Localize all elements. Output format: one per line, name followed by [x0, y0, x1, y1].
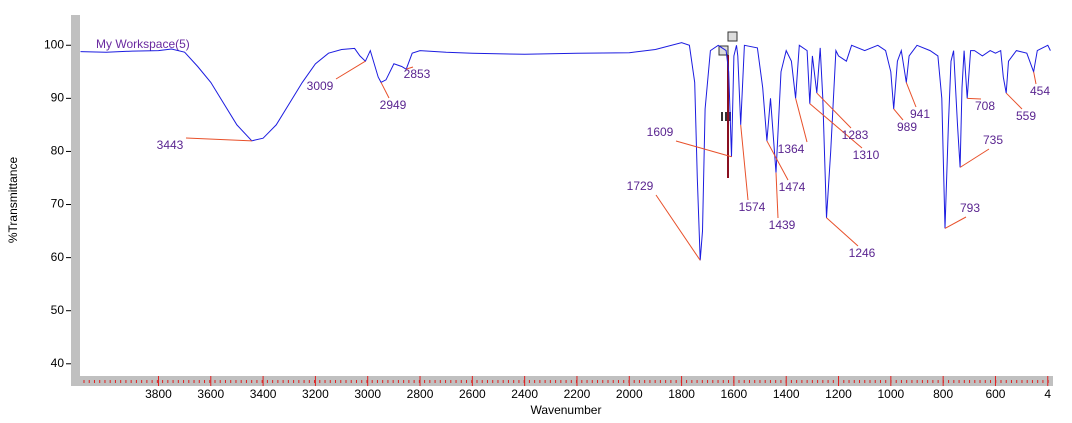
cursor-tick: [721, 112, 723, 121]
peak-label: 1574: [739, 200, 766, 214]
peak-label: 708: [975, 99, 995, 113]
x-tick-label: 4: [1044, 387, 1051, 401]
peak-leader: [1033, 71, 1037, 85]
peak-label: 1439: [769, 218, 796, 232]
cursor-handle: [727, 31, 738, 42]
x-tick-label: 2800: [407, 387, 434, 401]
peak-label: 1474: [779, 180, 806, 194]
peak-leader: [826, 217, 859, 247]
x-tick-label: 2000: [616, 387, 643, 401]
x-tick-label: 3200: [302, 387, 329, 401]
peak-label: 2853: [404, 67, 431, 81]
y-tick-label: 60: [51, 250, 65, 264]
peak-leader: [944, 216, 967, 229]
x-axis-label: Wavenumber: [531, 403, 602, 417]
x-tick-label: 2400: [511, 387, 538, 401]
x-tick-label: 2200: [564, 387, 591, 401]
peak-leader: [905, 82, 917, 108]
y-tick-label: 80: [51, 144, 65, 158]
peak-leader: [1005, 92, 1023, 110]
chart-title: My Workspace(5): [96, 37, 190, 51]
y-tick-label: 70: [51, 197, 65, 211]
peak-label: 3009: [307, 79, 334, 93]
y-axis-band: [71, 15, 80, 386]
y-tick-label: 50: [51, 303, 65, 317]
x-tick-label: 3800: [145, 387, 172, 401]
peak-label: 1609: [647, 125, 674, 139]
peak-leader: [740, 124, 749, 201]
x-tick-label: 600: [985, 387, 1005, 401]
x-tick-label: 800: [933, 387, 953, 401]
peak-leader: [893, 108, 904, 121]
x-tick-label: 3000: [354, 387, 381, 401]
peak-leader: [775, 172, 779, 219]
x-tick-label: 3600: [197, 387, 224, 401]
x-tick-label: 2600: [459, 387, 486, 401]
peak-label: 941: [910, 107, 930, 121]
peak-label: 454: [1030, 84, 1050, 98]
peak-label: 3443: [157, 138, 184, 152]
peak-leader: [766, 140, 789, 181]
y-tick-label: 100: [44, 37, 64, 51]
peak-leader: [335, 60, 366, 80]
y-tick-label: 40: [51, 356, 65, 370]
peak-leader: [795, 98, 808, 143]
y-axis-label: %Transmittance: [6, 157, 20, 244]
x-tick-label: 3400: [250, 387, 277, 401]
peak-leader: [959, 148, 990, 168]
x-tick-label: 1600: [721, 387, 748, 401]
peak-label: 1364: [778, 142, 805, 156]
spectrum-line: [80, 42, 1051, 261]
peak-leader: [406, 66, 414, 70]
peak-label: 793: [960, 201, 980, 215]
cursor-handle: [718, 45, 729, 56]
peak-label: 1246: [849, 246, 876, 260]
cursor-tick: [725, 112, 727, 121]
peak-label: 989: [897, 120, 917, 134]
peak-leader: [816, 92, 852, 129]
peak-leader: [655, 194, 701, 261]
peak-label: 735: [983, 133, 1003, 147]
x-tick-label: 1400: [773, 387, 800, 401]
peak-leader: [380, 82, 390, 99]
peak-leader: [967, 97, 982, 100]
x-axis-band: [71, 376, 1053, 386]
peak-label: 2949: [380, 98, 407, 112]
x-tick-label: 1000: [877, 387, 904, 401]
x-tick-label: 1800: [668, 387, 695, 401]
y-tick-label: 90: [51, 91, 65, 105]
peak-label: 1729: [627, 179, 654, 193]
peak-label: 1283: [842, 128, 869, 142]
peak-label: 559: [1016, 109, 1036, 123]
peak-leader: [809, 103, 863, 149]
peak-leader: [675, 140, 732, 158]
peak-leader: [185, 137, 252, 142]
x-tick-label: 1200: [825, 387, 852, 401]
peak-label: 1310: [853, 148, 880, 162]
